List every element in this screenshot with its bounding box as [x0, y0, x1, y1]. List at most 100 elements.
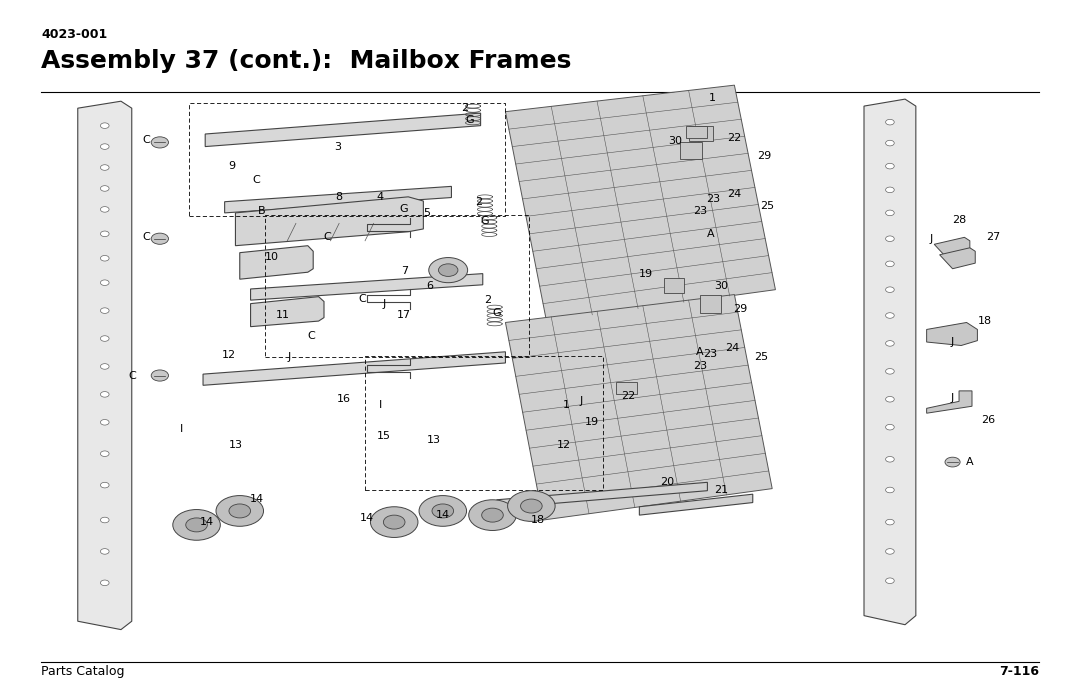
Text: 4023-001: 4023-001 [41, 28, 107, 41]
Text: 1: 1 [710, 93, 716, 103]
Text: J: J [950, 337, 955, 347]
Text: 4: 4 [377, 192, 383, 202]
Bar [664, 278, 684, 293]
Circle shape [383, 515, 405, 529]
Text: 28: 28 [951, 215, 967, 225]
Text: 14: 14 [249, 494, 265, 504]
Text: G: G [400, 205, 408, 214]
Text: C: C [357, 294, 366, 304]
Text: 14: 14 [435, 510, 450, 520]
Polygon shape [505, 85, 775, 321]
Text: 26: 26 [981, 415, 996, 425]
Text: 23: 23 [692, 362, 707, 371]
Text: I: I [378, 400, 382, 410]
Text: 30: 30 [715, 281, 728, 291]
Text: 21: 21 [714, 485, 729, 495]
Circle shape [886, 456, 894, 462]
Polygon shape [497, 482, 707, 508]
Circle shape [886, 487, 894, 493]
Text: 22: 22 [727, 133, 742, 143]
Text: C: C [127, 371, 136, 380]
Circle shape [886, 519, 894, 525]
Circle shape [100, 165, 109, 170]
Bar [680, 142, 702, 159]
Text: 23: 23 [692, 206, 707, 216]
Circle shape [370, 507, 418, 537]
Circle shape [438, 264, 458, 276]
Circle shape [432, 504, 454, 518]
Circle shape [886, 369, 894, 374]
Polygon shape [639, 494, 753, 515]
Circle shape [100, 123, 109, 128]
Circle shape [886, 187, 894, 193]
Circle shape [100, 580, 109, 586]
Circle shape [100, 517, 109, 523]
Text: Assembly 37 (cont.):  Mailbox Frames: Assembly 37 (cont.): Mailbox Frames [41, 49, 571, 73]
Text: 14: 14 [360, 513, 375, 523]
Circle shape [482, 508, 503, 522]
Polygon shape [940, 248, 975, 269]
Bar [700, 295, 721, 313]
Text: J: J [950, 393, 955, 403]
Text: A: A [696, 348, 704, 357]
Text: 2: 2 [461, 103, 468, 113]
Circle shape [886, 210, 894, 216]
Text: 22: 22 [621, 392, 636, 401]
Text: 2: 2 [485, 295, 491, 305]
Bar [689, 126, 713, 141]
Circle shape [100, 364, 109, 369]
Text: 7: 7 [402, 266, 408, 276]
Text: J: J [929, 234, 933, 244]
Circle shape [886, 549, 894, 554]
Text: 19: 19 [638, 269, 653, 279]
Text: I: I [179, 424, 184, 434]
Text: 20: 20 [660, 477, 675, 487]
Circle shape [886, 424, 894, 430]
Text: 30: 30 [669, 136, 681, 146]
Circle shape [229, 504, 251, 518]
Text: G: G [481, 216, 489, 225]
Circle shape [100, 482, 109, 488]
Circle shape [151, 137, 168, 148]
Text: 25: 25 [759, 201, 774, 211]
Text: 7-116: 7-116 [999, 665, 1039, 678]
Circle shape [100, 336, 109, 341]
Text: C: C [323, 232, 332, 242]
Circle shape [886, 163, 894, 169]
Text: 8: 8 [336, 192, 342, 202]
Text: 14: 14 [200, 517, 215, 527]
Circle shape [886, 261, 894, 267]
Text: J: J [287, 352, 292, 362]
Polygon shape [864, 99, 916, 625]
Circle shape [886, 313, 894, 318]
Text: Parts Catalog: Parts Catalog [41, 665, 124, 678]
Text: C: C [307, 332, 315, 341]
Circle shape [100, 549, 109, 554]
Polygon shape [927, 391, 972, 413]
Circle shape [100, 144, 109, 149]
Text: G: G [492, 308, 501, 318]
Text: J: J [579, 396, 583, 406]
Circle shape [186, 518, 207, 532]
Text: A: A [966, 457, 974, 467]
Circle shape [100, 308, 109, 313]
Polygon shape [203, 352, 505, 385]
Text: 23: 23 [703, 349, 718, 359]
Circle shape [886, 287, 894, 292]
Text: B: B [257, 206, 266, 216]
Bar [616, 382, 637, 394]
Text: 25: 25 [754, 352, 769, 362]
Polygon shape [505, 295, 772, 520]
Text: C: C [252, 175, 260, 185]
Circle shape [886, 578, 894, 584]
Text: 19: 19 [584, 417, 599, 427]
Text: 18: 18 [977, 316, 993, 326]
Circle shape [429, 258, 468, 283]
Text: 10: 10 [266, 252, 279, 262]
Polygon shape [240, 246, 313, 279]
Text: 11: 11 [276, 311, 289, 320]
Polygon shape [934, 237, 970, 258]
Circle shape [100, 207, 109, 212]
Circle shape [100, 280, 109, 285]
Circle shape [100, 255, 109, 261]
